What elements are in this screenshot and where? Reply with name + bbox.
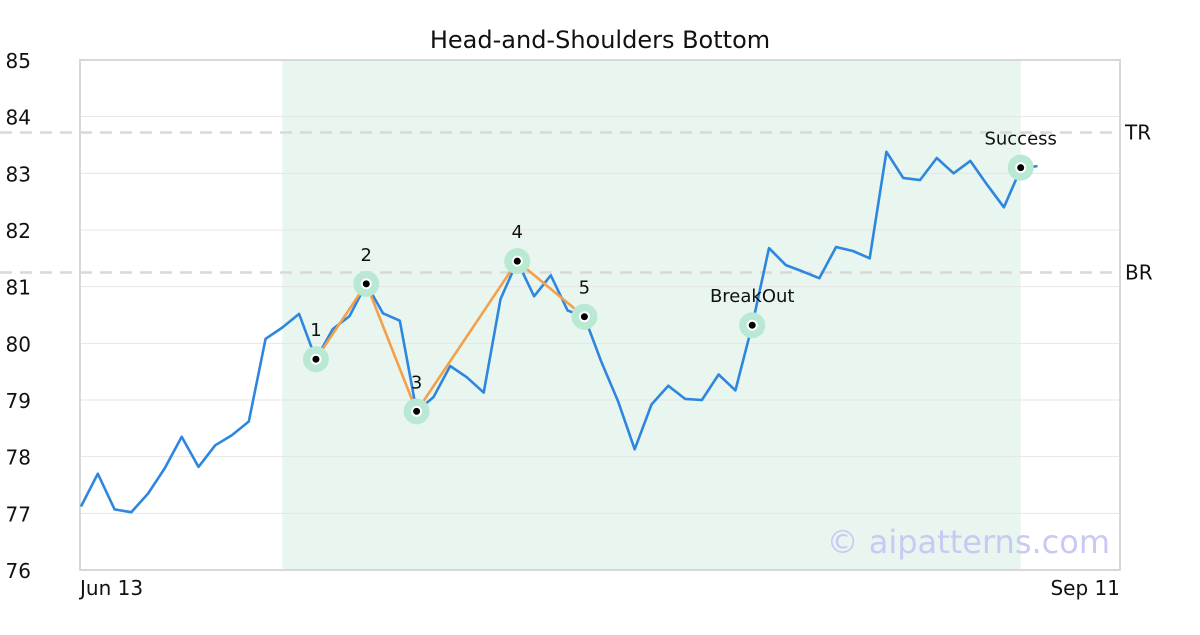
marker-dot-5 xyxy=(580,313,588,321)
marker-dot-success xyxy=(1017,164,1025,172)
pattern-region xyxy=(282,60,1021,570)
y-tick-label: 83 xyxy=(6,162,31,186)
marker-dot-breakout xyxy=(748,321,756,329)
watermark: © aipatterns.com xyxy=(827,523,1110,561)
marker-dot-3 xyxy=(413,407,421,415)
marker-label-2: 2 xyxy=(361,245,372,266)
y-tick-label: 79 xyxy=(6,389,31,413)
marker-dot-2 xyxy=(362,280,370,288)
y-tick-label: 80 xyxy=(6,332,31,356)
y-tick-label: 77 xyxy=(6,502,31,526)
reference-label-br: BR xyxy=(1125,261,1153,285)
y-tick-label: 81 xyxy=(6,276,31,300)
marker-label-success: Success xyxy=(984,129,1056,150)
y-tick-label: 78 xyxy=(6,446,31,470)
y-tick-label: 84 xyxy=(6,106,31,130)
plot-frame xyxy=(79,59,1121,571)
marker-label-1: 1 xyxy=(310,320,321,341)
x-tick-label: Jun 13 xyxy=(78,576,143,600)
x-tick-label: Sep 11 xyxy=(1050,576,1120,600)
marker-label-3: 3 xyxy=(411,372,422,393)
marker-label-breakout: BreakOut xyxy=(710,286,795,307)
marker-label-4: 4 xyxy=(512,222,523,243)
chart-title: Head-and-Shoulders Bottom xyxy=(430,26,770,54)
price-series-line xyxy=(79,150,1038,514)
marker-dot-4 xyxy=(513,257,521,265)
y-tick-label: 82 xyxy=(6,219,31,243)
y-tick-label: 76 xyxy=(6,559,31,583)
y-tick-label: 85 xyxy=(6,49,31,73)
marker-dot-1 xyxy=(312,355,320,363)
reference-label-tr: TR xyxy=(1124,121,1151,145)
marker-label-5: 5 xyxy=(579,278,590,299)
